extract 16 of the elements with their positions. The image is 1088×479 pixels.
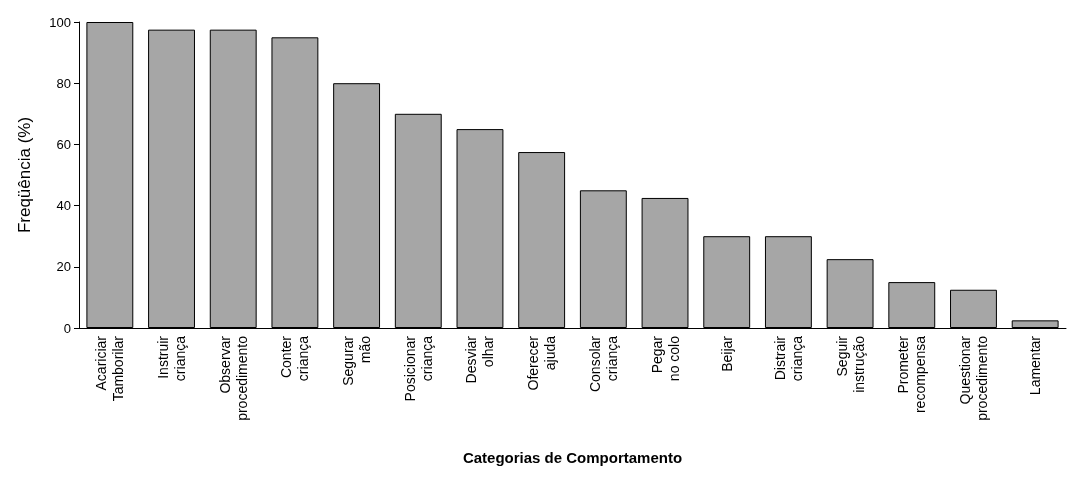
x-tick-label: Distrair criança [771, 335, 805, 382]
y-tick-label: 20 [56, 259, 71, 275]
y-tick-label: 100 [49, 14, 71, 30]
x-axis-title: Categorias de Comportamento [462, 449, 683, 466]
y-tick-label: 80 [56, 75, 71, 91]
x-tick-label: Desviar olhar [463, 335, 497, 384]
x-tick-label: Segurar mão [340, 335, 374, 386]
y-tick-label: 60 [56, 136, 71, 152]
y-tick-label: 40 [56, 198, 71, 214]
y-tick-label: 0 [63, 320, 71, 336]
x-tick-label: Lamentar [1027, 335, 1044, 396]
y-axis-title: Freqüência (%) [15, 116, 34, 234]
x-tick-label: Acariciar Tamborilar [93, 335, 127, 402]
x-tick-label: Instruir criança [155, 335, 189, 382]
x-tick-label: Beijar [718, 335, 735, 372]
x-tick-label: Oferecer ajuda [525, 335, 559, 391]
